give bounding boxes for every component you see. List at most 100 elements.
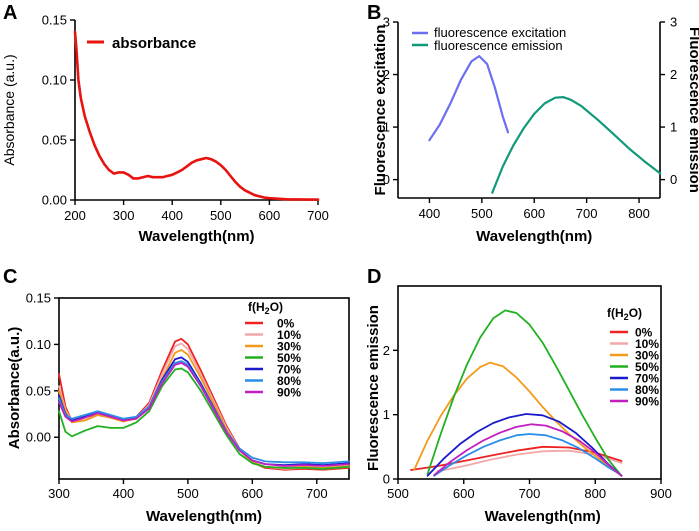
y-tick-label: 0.10 — [26, 337, 51, 352]
y-tick-label: 2 — [383, 67, 390, 82]
series-line-fluorescence-excitation — [428, 54, 510, 142]
x-axis-label: Wavelength(nm) — [146, 508, 262, 525]
x-tick-label: 400 — [113, 486, 135, 501]
x-tick-label: 600 — [523, 206, 545, 221]
legend-label-50pct: 50% — [635, 360, 659, 374]
legend-title-prefix: f(H — [607, 306, 624, 320]
x-tick-label: 400 — [161, 208, 183, 223]
y-axis-label: Absorbance (a.u.) — [1, 54, 17, 165]
y-tick-label: 1 — [383, 407, 390, 422]
x-tick-label: 700 — [519, 486, 541, 501]
panel-b: B 400 500 600 700 800 0 1 2 3 0 1 2 3 fluorescence exc… — [367, 2, 699, 245]
x-tick-label: 700 — [307, 208, 329, 223]
x-axis-label: Wavelength(nm) — [476, 228, 592, 245]
legend-title-suffix: O) — [270, 300, 283, 314]
x-axis-label: Wavelength(nm) — [485, 508, 601, 525]
series-line-50- — [58, 367, 350, 470]
legend-label-absorbance: absorbance — [112, 35, 196, 52]
legend-title: f(H2O) — [248, 300, 283, 316]
series-line-70- — [426, 413, 623, 477]
series-line-80- — [58, 360, 350, 465]
legend-label-10pct: 10% — [277, 328, 301, 342]
series-line-10- — [58, 342, 350, 470]
x-tick-label: 400 — [419, 206, 441, 221]
x-tick-label: 600 — [241, 486, 263, 501]
series-line-80- — [433, 433, 623, 477]
y-tick-label: 0.00 — [42, 193, 67, 208]
x-tick-label: 500 — [210, 208, 232, 223]
series-line-fluorescence-emission — [491, 95, 662, 194]
y-tick-label: 2 — [383, 343, 390, 358]
legend-title-subscript: 2 — [624, 312, 629, 322]
y-tick-label: 0.00 — [26, 430, 51, 445]
x-tick-label: 900 — [650, 486, 672, 501]
series-line-0- — [58, 337, 350, 471]
y-axis-label-left: Fluorescence excitation — [372, 25, 389, 196]
panel-letter-a: A — [3, 2, 17, 24]
legend-label-30pct: 30% — [635, 349, 659, 363]
y2-tick-label: 0 — [670, 172, 677, 187]
legend-label-0pct: 0% — [277, 317, 295, 331]
y-tick-label: 0.15 — [26, 291, 51, 306]
legend-label-excitation: fluorescence excitation — [434, 25, 566, 40]
series-line-90- — [58, 362, 350, 467]
x-tick-label: 300 — [113, 208, 135, 223]
legend-label-50pct: 50% — [277, 351, 301, 365]
legend-title-prefix: f(H — [248, 300, 265, 314]
panel-a: A 200 300 400 500 600 700 0.00 0.05 0.10 0.15 absor… — [1, 2, 329, 245]
x-tick-label: 500 — [387, 486, 409, 501]
legend-title-suffix: O) — [629, 306, 642, 320]
legend-title-subscript: 2 — [265, 306, 270, 316]
x-tick-label: 300 — [48, 486, 70, 501]
legend-label-0pct: 0% — [635, 326, 653, 340]
y-tick-label: 0.15 — [42, 13, 67, 28]
x-tick-label: 600 — [453, 486, 475, 501]
x-tick-label: 200 — [64, 208, 86, 223]
legend-label-30pct: 30% — [277, 340, 301, 354]
y-axis-label: Fluorescence emission — [365, 305, 382, 471]
y-tick-label: 0 — [383, 172, 390, 187]
x-tick-label: 800 — [628, 206, 650, 221]
series-line-absorbance — [73, 30, 320, 201]
series-line-50- — [426, 309, 623, 477]
panel-letter-c: C — [3, 266, 17, 288]
x-tick-label: 500 — [177, 486, 199, 501]
y-tick-label: 0.10 — [42, 73, 67, 88]
legend-label-80pct: 80% — [635, 383, 659, 397]
legend-label-70pct: 70% — [635, 372, 659, 386]
panel-letter-d: D — [367, 266, 381, 288]
series-line-70- — [58, 356, 350, 467]
x-tick-label: 500 — [471, 206, 493, 221]
series-line-90- — [433, 423, 623, 477]
y2-tick-label: 2 — [670, 67, 677, 82]
x-tick-label: 700 — [576, 206, 598, 221]
legend-label-emission: fluorescence emission — [434, 38, 563, 53]
series-line-30- — [413, 361, 623, 477]
y2-tick-label: 1 — [670, 120, 677, 135]
x-tick-label: 800 — [584, 486, 606, 501]
y-axis-label-right: Fluorescence emission — [686, 27, 699, 193]
y-axis-label: Absorbance(a.u.) — [6, 327, 23, 450]
legend-title: f(H2O) — [607, 306, 642, 322]
legend-label-70pct: 70% — [277, 363, 301, 377]
legend-label-80pct: 80% — [277, 374, 301, 388]
legend-label-90pct: 90% — [277, 386, 301, 400]
y-tick-label: 0.05 — [42, 133, 67, 148]
y-tick-label: 3 — [383, 15, 390, 30]
y-tick-label: 0 — [383, 472, 390, 487]
panel-letter-b: B — [367, 2, 381, 24]
y-tick-label: 0.05 — [26, 383, 51, 398]
y2-tick-label: 3 — [670, 15, 677, 30]
legend-label-90pct: 90% — [635, 395, 659, 409]
x-tick-label: 700 — [306, 486, 328, 501]
legend-label-10pct: 10% — [635, 337, 659, 351]
x-axis-label: Wavelength(nm) — [138, 228, 254, 245]
x-tick-label: 600 — [259, 208, 281, 223]
series-line-10- — [436, 449, 623, 473]
y-tick-label: 1 — [383, 120, 390, 135]
series-line-0- — [410, 445, 623, 471]
series-line-30- — [58, 349, 350, 469]
